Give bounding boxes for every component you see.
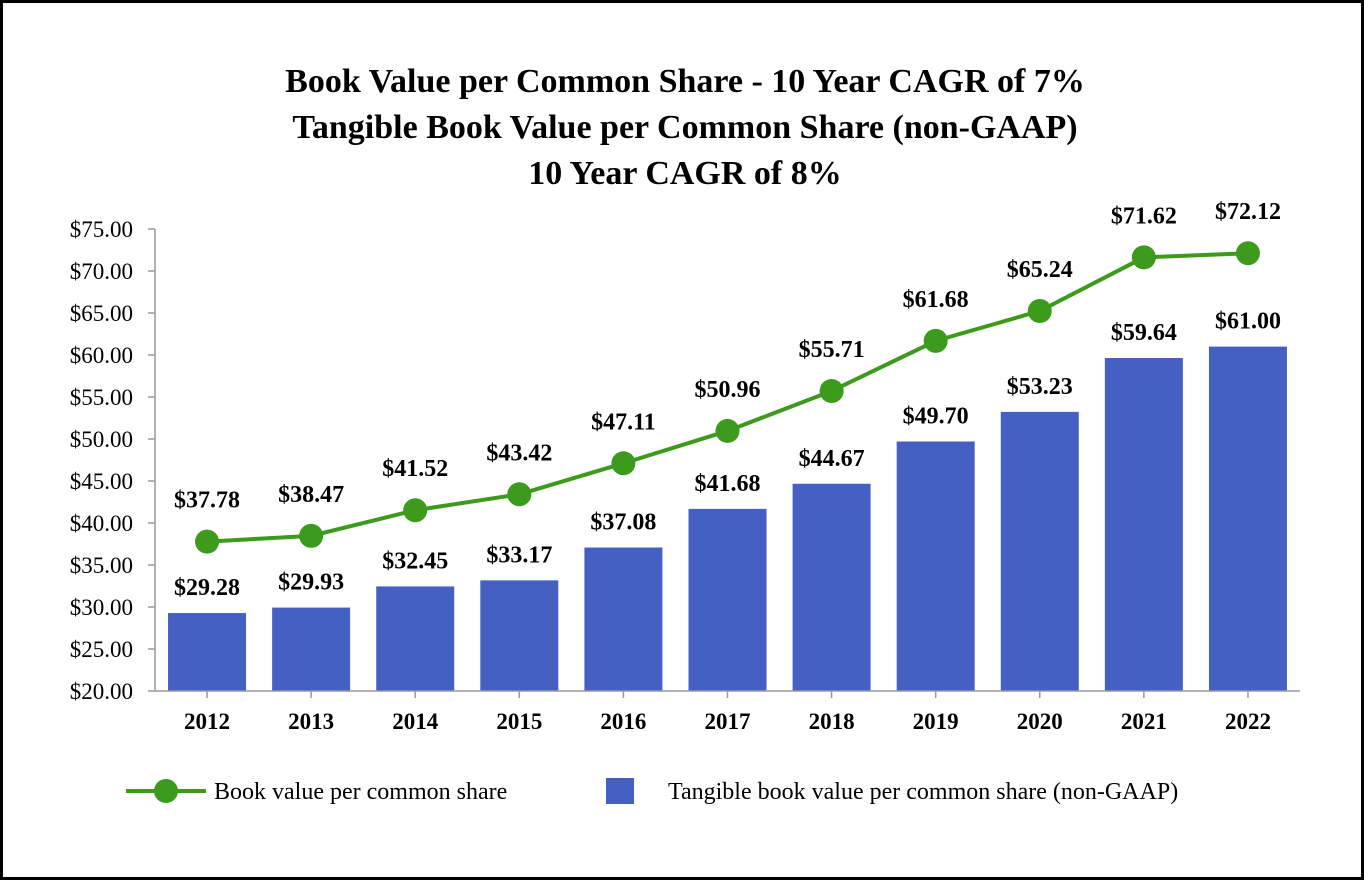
- bar-series: [168, 346, 1287, 691]
- x-tick-label: 2019: [913, 709, 959, 734]
- legend-label-tangible-book-value: Tangible book value per common share (no…: [668, 779, 1178, 805]
- book-value-point-2013: [299, 523, 324, 548]
- line-value-label: $61.68: [903, 287, 969, 313]
- line-value-label: $55.71: [799, 337, 865, 363]
- y-tick-label: $70.00: [70, 259, 133, 284]
- y-tick-label: $55.00: [70, 385, 133, 410]
- bar-value-label: $33.17: [486, 542, 552, 568]
- bar-2017: [688, 508, 767, 691]
- y-tick-label: $75.00: [70, 217, 133, 242]
- line-value-label: $50.96: [695, 377, 761, 403]
- x-tick-label: 2014: [392, 709, 439, 734]
- book-value-point-2015: [507, 482, 532, 507]
- line-value-label: $41.52: [382, 456, 448, 482]
- y-tick-label: $60.00: [70, 343, 133, 368]
- bar-value-label: $29.93: [278, 570, 344, 596]
- y-tick-label: $20.00: [70, 679, 133, 704]
- book-value-point-2016: [611, 451, 636, 476]
- line-value-label: $47.11: [591, 409, 656, 435]
- x-tick-label: 2015: [496, 709, 542, 734]
- y-tick-label: $30.00: [70, 595, 133, 620]
- x-tick-label: 2021: [1121, 709, 1167, 734]
- x-tick-label: 2020: [1017, 709, 1063, 734]
- bar-2013: [272, 607, 351, 691]
- bar-2019: [896, 441, 975, 691]
- y-tick-label: $25.00: [70, 637, 133, 662]
- y-tick-label: $45.00: [70, 469, 133, 494]
- legend-line-marker: [154, 779, 178, 803]
- bar-value-label: $41.68: [695, 471, 761, 497]
- axes: $20.00 $25.00 $30.00 $35.00 $40.00 $45.00 $50.…: [70, 217, 1300, 734]
- x-tick-label: 2022: [1225, 709, 1271, 734]
- bar-2018: [792, 483, 871, 691]
- bar-2022: [1208, 346, 1287, 691]
- bar-value-label: $32.45: [382, 548, 448, 574]
- line-value-label: $37.78: [174, 488, 240, 514]
- bar-2015: [480, 580, 559, 691]
- bar-2021: [1104, 358, 1183, 691]
- chart-title-line-1: Book Value per Common Share - 10 Year CA…: [285, 63, 1085, 100]
- y-tick-label: $40.00: [70, 511, 133, 536]
- x-tick-label: 2018: [809, 709, 855, 734]
- line-value-label: $65.24: [1007, 257, 1073, 283]
- line-value-label: $72.12: [1215, 199, 1281, 225]
- line-value-label: $43.42: [486, 440, 552, 466]
- book-value-point-2014: [403, 498, 428, 523]
- bar-value-label: $61.00: [1215, 309, 1281, 335]
- bar-value-label: $29.28: [174, 575, 240, 601]
- line-value-label: $38.47: [278, 482, 344, 508]
- data-labels: $29.28 $29.93 $32.45 $33.17 $37.08 $41.68 $44.…: [174, 199, 1281, 601]
- bar-2020: [1000, 411, 1079, 691]
- bar-value-label: $44.67: [799, 446, 865, 472]
- chart-title-line-3: 10 Year CAGR of 8%: [528, 155, 842, 192]
- line-series: [195, 241, 1260, 554]
- x-tick-label: 2016: [600, 709, 646, 734]
- legend: Book value per common share Tangible book…: [126, 778, 1178, 805]
- line-value-label: $71.62: [1111, 203, 1177, 229]
- book-value-point-2012: [195, 529, 220, 554]
- bar-2012: [168, 613, 247, 691]
- book-value-point-2020: [1027, 298, 1052, 323]
- y-tick-label: $50.00: [70, 427, 133, 452]
- bar-2014: [376, 586, 455, 691]
- book-value-point-2021: [1131, 245, 1156, 270]
- x-tick-label: 2012: [184, 709, 230, 734]
- x-tick-label: 2013: [288, 709, 334, 734]
- legend-bar-swatch: [606, 778, 634, 804]
- chart-title: Book Value per Common Share - 10 Year CA…: [3, 59, 1364, 197]
- x-tick-label: 2017: [705, 709, 751, 734]
- y-tick-label: $35.00: [70, 553, 133, 578]
- y-tick-label: $65.00: [70, 301, 133, 326]
- bar-2016: [584, 547, 663, 691]
- book-value-point-2022: [1235, 241, 1260, 266]
- book-value-point-2018: [819, 379, 844, 404]
- bar-value-label: $37.08: [590, 510, 656, 536]
- legend-label-book-value: Book value per common share: [214, 779, 507, 805]
- book-value-point-2017: [715, 418, 740, 443]
- chart-title-line-2: Tangible Book Value per Common Share (no…: [292, 109, 1078, 146]
- bar-value-label: $53.23: [1007, 374, 1073, 400]
- bar-value-label: $59.64: [1111, 320, 1177, 346]
- bar-value-label: $49.70: [903, 404, 969, 430]
- book-value-point-2019: [923, 328, 948, 353]
